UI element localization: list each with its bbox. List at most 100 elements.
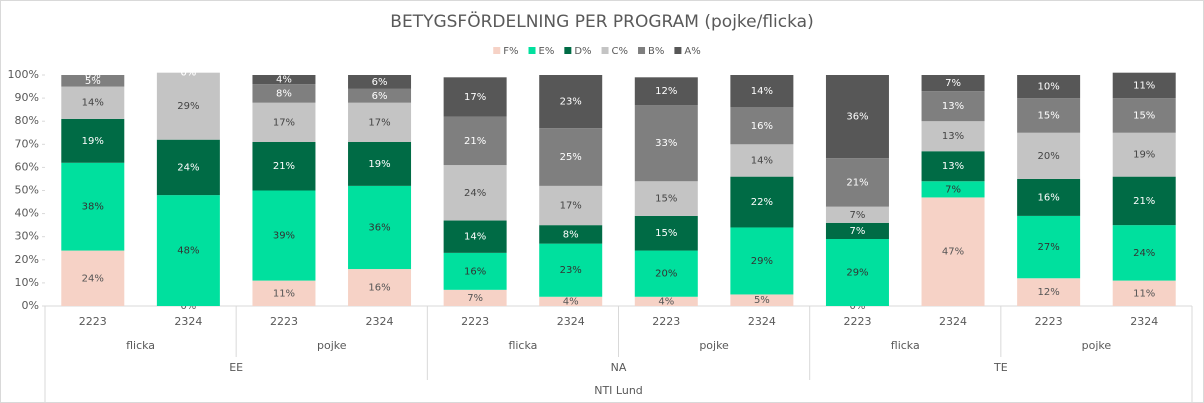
- bar-segment: [730, 144, 794, 177]
- bar-segment: [443, 77, 507, 117]
- bar-segment: [348, 269, 412, 306]
- bar-segment: [61, 86, 125, 119]
- y-tick-label: 20%: [15, 253, 39, 266]
- supergroup-label: TE: [993, 361, 1008, 374]
- legend-swatch: [564, 47, 572, 54]
- data-label: 29%: [177, 101, 199, 112]
- bar-segment: [539, 225, 603, 244]
- data-label: 24%: [177, 162, 199, 173]
- bar-segment: [730, 107, 794, 145]
- x-tick-label: 2324: [174, 315, 202, 328]
- data-label: 23%: [560, 265, 582, 276]
- bar-segment: [1112, 225, 1176, 281]
- bar-segment: [252, 84, 316, 103]
- data-label: 38%: [82, 202, 104, 213]
- data-label: 27%: [1038, 242, 1060, 253]
- data-label: 16%: [1038, 192, 1060, 203]
- bar-segment: [443, 116, 507, 166]
- legend-swatch: [528, 47, 536, 54]
- x-tick-label: 2223: [79, 315, 107, 328]
- data-label: 10%: [1038, 82, 1060, 93]
- bar-segment: [634, 105, 698, 182]
- y-tick-label: 50%: [15, 184, 39, 197]
- data-label: 6%: [372, 91, 388, 102]
- bar-segment: [252, 280, 316, 306]
- data-label: 4%: [563, 296, 579, 307]
- data-label: 5%: [754, 295, 770, 306]
- data-label: 36%: [846, 112, 868, 123]
- bar-segment: [921, 197, 985, 306]
- data-label: 39%: [273, 231, 295, 242]
- data-label: 17%: [464, 92, 486, 103]
- root-label: NTI Lund: [594, 384, 643, 397]
- y-tick-label: 0%: [22, 299, 39, 312]
- data-label: 11%: [1133, 288, 1155, 299]
- data-label: 48%: [177, 246, 199, 257]
- bar-segment: [634, 296, 698, 306]
- bar-segment: [730, 176, 794, 228]
- data-label: 17%: [368, 117, 390, 128]
- bar-segment: [156, 195, 220, 306]
- legend-swatch: [674, 47, 682, 54]
- data-label: 24%: [464, 188, 486, 199]
- data-label: 21%: [273, 161, 295, 172]
- bar-segment: [348, 141, 412, 186]
- bar-segment: [252, 102, 316, 142]
- y-tick-label: 40%: [15, 207, 39, 220]
- data-label: 15%: [1038, 110, 1060, 121]
- data-label: 17%: [560, 201, 582, 212]
- data-label: 12%: [655, 86, 677, 97]
- bar-segment: [1112, 176, 1176, 226]
- bar-segment: [443, 165, 507, 221]
- bar-segment: [61, 162, 125, 251]
- legend-swatch: [638, 47, 646, 54]
- data-label: 0%: [180, 301, 196, 312]
- data-label: 14%: [464, 232, 486, 243]
- bar-segment: [539, 185, 603, 226]
- data-label: 14%: [751, 86, 773, 97]
- data-label: 22%: [751, 197, 773, 208]
- supergroup-label: NA: [611, 361, 627, 374]
- data-label: 5%: [85, 76, 101, 87]
- bar-segment: [1017, 215, 1081, 279]
- data-label: 14%: [751, 155, 773, 166]
- data-label: 47%: [942, 247, 964, 258]
- bar-segment: [921, 151, 985, 182]
- data-label: 21%: [846, 177, 868, 188]
- bar-segment: [61, 250, 125, 306]
- bar-segment: [634, 77, 698, 106]
- bar-segment: [348, 185, 412, 270]
- chart-title: BETYGSFÖRDELNING PER PROGRAM (pojke/flic…: [390, 10, 813, 32]
- group-label: pojke: [1082, 339, 1112, 352]
- legend-swatch: [601, 47, 609, 54]
- y-tick-label: 60%: [15, 160, 39, 173]
- bar-segment: [443, 252, 507, 290]
- bar-segment: [348, 75, 412, 89]
- bar-segment: [730, 227, 794, 295]
- x-tick-label: 2324: [557, 315, 585, 328]
- data-label: 36%: [368, 222, 390, 233]
- data-label: 0%: [850, 301, 866, 312]
- bar-segment: [539, 296, 603, 306]
- data-label: 0%: [85, 70, 101, 81]
- y-tick-label: 80%: [15, 114, 39, 127]
- y-tick-label: 70%: [15, 137, 39, 150]
- data-label: 7%: [467, 293, 483, 304]
- bar-segment: [156, 139, 220, 196]
- bar-segment: [1017, 178, 1081, 216]
- data-label: 7%: [945, 78, 961, 89]
- bar-segment: [1112, 72, 1176, 99]
- legend-label: A%: [684, 46, 700, 57]
- group-label: flicka: [508, 339, 537, 352]
- legend-swatch: [493, 47, 501, 54]
- y-tick-label: 30%: [15, 230, 39, 243]
- bar-segment: [348, 102, 412, 142]
- data-label: 0%: [180, 68, 196, 79]
- bar-segment: [348, 88, 412, 103]
- data-label: 29%: [751, 256, 773, 267]
- x-tick-label: 2223: [843, 315, 871, 328]
- bar-segment: [539, 128, 603, 186]
- bar-segment: [921, 75, 985, 92]
- x-tick-label: 2223: [1035, 315, 1063, 328]
- data-label: 8%: [276, 88, 292, 99]
